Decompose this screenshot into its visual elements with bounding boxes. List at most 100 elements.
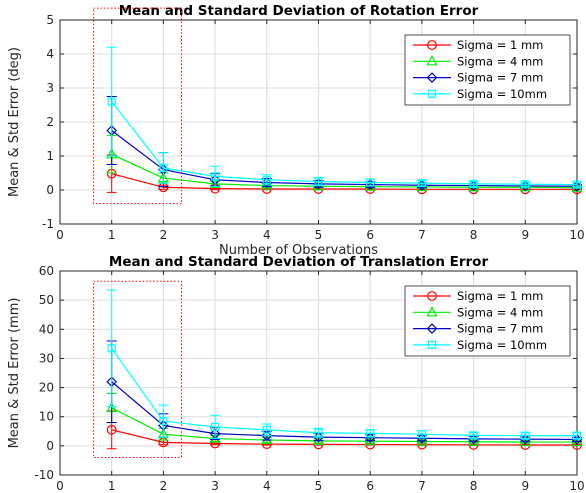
series-line (111, 173, 577, 190)
data-point (211, 172, 220, 181)
legend: Sigma = 1 mm Sigma = 4 mm Sigma = 7 mm Sigm… (404, 34, 571, 106)
legend-entry-label: Sigma = 4 mm (457, 54, 543, 68)
y-tick-label: -1 (42, 217, 54, 231)
x-tick-label: 1 (108, 479, 116, 493)
y-axis-label: Mean & Std Error (mm) (7, 298, 22, 449)
data-point (262, 425, 271, 434)
data-point (366, 178, 375, 187)
data-point (159, 163, 168, 172)
x-tick-label: 5 (315, 479, 323, 493)
x-tick-label: 3 (211, 479, 219, 493)
y-tick-label: 3 (46, 81, 54, 95)
series-line (111, 407, 577, 443)
y-tick-label: 40 (39, 322, 54, 336)
legend-marker (427, 40, 437, 50)
x-tick-label: 10 (569, 479, 584, 493)
y-tick-label: 10 (39, 410, 54, 424)
legend-entry-label: Sigma = 7 mm (457, 322, 543, 336)
series-3 (106, 289, 582, 440)
highlight-box (93, 7, 182, 205)
chart-title: Mean and Standard Deviation of Rotation … (119, 3, 479, 19)
legend-entry-label: Sigma = 4 mm (457, 305, 543, 319)
legend-marker (426, 72, 438, 83)
data-point (209, 177, 221, 188)
data-point (261, 430, 273, 442)
x-tick-label: 8 (470, 479, 478, 493)
x-tick-label: 9 (521, 228, 529, 242)
series-line (111, 153, 578, 189)
data-point (157, 427, 169, 439)
y-tick-label: 0 (46, 183, 54, 197)
y-axis-label: Mean & Std Error (deg) (7, 47, 22, 197)
y-tick-label: 0 (46, 439, 54, 453)
data-point (469, 431, 478, 440)
x-tick-label: 0 (56, 228, 64, 242)
data-point (572, 431, 582, 440)
data-point (469, 179, 478, 188)
x-tick-label: 2 (160, 228, 168, 242)
data-point (262, 175, 271, 184)
highlight-box (93, 280, 182, 459)
legend-marker (426, 306, 438, 317)
legend-marker (426, 323, 438, 334)
x-tick-label: 4 (263, 479, 271, 493)
data-point (521, 180, 530, 189)
legend-marker (427, 89, 437, 98)
x-axis-label: Number of Observations (219, 243, 378, 258)
legend-marker (426, 55, 438, 66)
series-line (111, 381, 578, 441)
data-point (366, 429, 375, 438)
x-tick-label: 8 (470, 228, 478, 242)
series-line (111, 101, 578, 186)
y-tick-label: 30 (39, 351, 54, 365)
data-point (107, 344, 116, 353)
data-point (106, 424, 117, 435)
x-tick-label: 9 (521, 479, 529, 493)
x-tick-label: 5 (315, 228, 323, 242)
data-point (209, 432, 221, 443)
chart-title: Mean and Standard Deviation of Translati… (109, 254, 489, 270)
data-point (572, 180, 582, 189)
x-tick-label: 7 (418, 228, 426, 242)
series-3 (106, 46, 582, 189)
data-point (417, 179, 426, 188)
legend: Sigma = 1 mm Sigma = 4 mm Sigma = 7 mm Sigm… (404, 285, 571, 357)
y-tick-label: 2 (46, 115, 54, 129)
series-line (111, 347, 577, 437)
y-tick-label: 20 (39, 381, 54, 395)
y-tick-label: 60 (39, 264, 54, 278)
y-tick-label: 5 (46, 13, 54, 27)
x-tick-label: 2 (160, 479, 168, 493)
data-point (211, 422, 220, 432)
legend-marker (427, 340, 437, 349)
series-line (111, 429, 577, 446)
legend-marker (427, 291, 437, 301)
x-tick-label: 7 (418, 479, 426, 493)
y-tick-label: -10 (34, 468, 54, 482)
data-point (314, 428, 323, 437)
x-tick-label: 3 (211, 228, 219, 242)
x-tick-label: 10 (569, 228, 584, 242)
x-tick-label: 6 (366, 479, 374, 493)
series-line (111, 130, 578, 187)
y-tick-label: 50 (39, 293, 54, 307)
x-tick-label: 1 (108, 228, 116, 242)
x-tick-label: 4 (263, 228, 271, 242)
x-tick-label: 0 (56, 479, 64, 493)
legend-entry-label: Sigma = 1 mm (457, 38, 543, 52)
data-point (261, 433, 273, 445)
legend-entry-label: Sigma = 10mm (457, 87, 547, 101)
legend-entry-label: Sigma = 7 mm (457, 71, 543, 85)
data-point (521, 431, 530, 440)
legend-entry-label: Sigma = 10mm (457, 338, 547, 352)
y-tick-label: 4 (46, 47, 54, 61)
data-point (107, 97, 116, 106)
legend-entry-label: Sigma = 1 mm (457, 289, 543, 303)
data-point (314, 177, 323, 186)
y-tick-label: 1 (46, 149, 54, 163)
data-point (417, 430, 426, 439)
data-point (159, 416, 168, 426)
